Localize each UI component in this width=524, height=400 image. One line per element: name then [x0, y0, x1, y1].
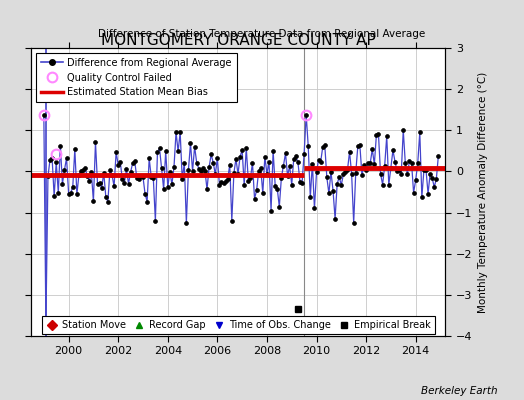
Text: Difference of Station Temperature Data from Regional Average: Difference of Station Temperature Data f… — [99, 29, 425, 39]
Legend: Station Move, Record Gap, Time of Obs. Change, Empirical Break: Station Move, Record Gap, Time of Obs. C… — [42, 316, 435, 334]
Y-axis label: Monthly Temperature Anomaly Difference (°C): Monthly Temperature Anomaly Difference (… — [478, 71, 488, 313]
Text: Berkeley Earth: Berkeley Earth — [421, 386, 498, 396]
Title: MONTGOMERY ORANGE COUNTY AP: MONTGOMERY ORANGE COUNTY AP — [101, 33, 376, 48]
